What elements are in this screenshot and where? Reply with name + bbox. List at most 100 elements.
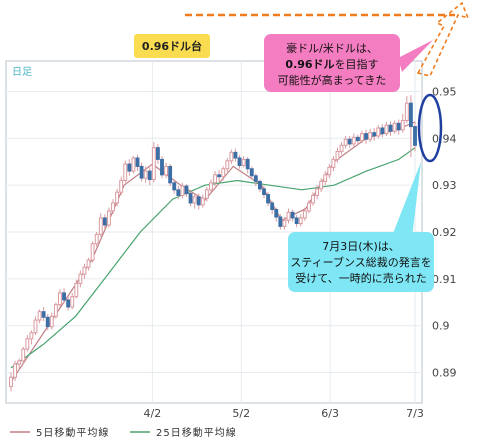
candle-up [111,202,115,212]
candle-up [392,122,397,132]
x-tick-label: 6/3 [321,407,339,420]
candle-down [217,174,222,178]
candle-down [253,175,258,182]
candle-up [9,376,13,388]
candle-up [311,194,315,204]
event-callout-pointer [392,162,421,238]
candle-down [372,132,377,137]
candle-down [266,194,271,204]
candle-down [396,122,401,131]
candle-down [66,299,71,308]
candle-up [151,147,156,181]
y-tick-label: 0.95 [432,85,457,98]
candle-down [233,151,238,159]
event-callout-box [288,232,434,292]
x-tick-label: 5/2 [232,407,250,420]
candle-down [184,185,189,195]
period-label: 日足 [12,66,32,78]
candle-up [323,174,328,182]
candle-down [364,133,368,140]
x-axis-ticks: 4/2 5/2 6/3 7/3 [144,407,424,420]
candle-up [21,348,26,362]
candle-down [188,193,193,204]
candle-up [200,197,205,206]
candle-down [294,217,299,225]
candle-up [37,311,42,321]
candle-up [119,179,124,193]
forecast-line-3: 可能性が高まってきた [278,73,387,87]
candle-down [388,124,393,132]
candle-up [94,233,99,245]
candle-up [343,138,348,146]
highlight-ellipse [417,93,443,163]
candle-up [351,136,356,145]
candle-up [404,102,409,121]
candle-down [237,157,242,166]
event-line-3: 受けて、一時的に売られた [295,271,426,285]
candle-down [355,136,360,142]
candle-up [225,160,230,170]
forecast-bold-level: 0.96ドル [285,58,334,71]
candle-up [192,196,197,204]
candle-down [127,163,132,172]
candle-up [33,319,38,334]
y-tick-label: 0.92 [432,226,457,239]
candle-up [221,168,226,178]
y-tick-label: 0.94 [432,132,457,145]
candle-down [262,188,266,196]
candle-down [413,126,417,146]
candle-up [319,180,324,190]
moving-averages [10,121,416,383]
y-tick-label: 0.91 [432,273,457,286]
event-line-2: スティーブンス総裁の発言を [290,255,431,269]
candle-up [335,150,340,160]
candle-down [347,138,352,145]
candle-up [302,210,307,219]
candle-up [229,151,234,162]
candle-up [29,332,34,340]
candle-up [13,363,18,378]
candle-up [400,119,405,131]
x-tick-label: 7/3 [406,407,424,420]
candle-up [368,132,373,140]
candle-up [213,174,217,184]
candle-down [258,180,262,190]
candle-down [196,196,201,206]
candle-up [327,166,332,176]
candle-down [102,217,107,226]
forecast-arrow [416,1,470,77]
y-tick-label: 0.89 [432,367,457,380]
event-line-1: 7月3日(木)は、 [322,240,400,253]
candle-down [249,168,254,177]
candle-up [82,266,87,275]
y-tick-label: 0.9 [432,320,450,333]
candle-up [74,283,79,298]
ma25-line [10,147,416,369]
candle-up [131,157,136,172]
forecast-line-2: 0.96ドルを目指す [285,57,378,71]
candle-up [53,304,58,317]
candle-down [45,316,50,328]
candle-up [298,217,303,225]
candle-down [155,147,160,160]
level-label: 0.96ドル台 [142,39,202,53]
candle-down [408,102,413,128]
candle-up [143,170,148,179]
candle-down [172,182,177,191]
legend: 5日移動平均線 25日移動平均線 [10,426,236,439]
candle-up [360,133,364,142]
y-axis-ticks: 0.95 0.94 0.93 0.92 0.91 0.9 0.89 [432,85,457,379]
candle-up [241,158,246,166]
candle-down [41,311,46,318]
candle-up [315,188,319,196]
candle-down [62,292,66,301]
candle-down [274,209,279,218]
candle-down [278,216,283,227]
candle-up [384,124,389,135]
candle-down [176,189,181,196]
candle-up [17,360,22,365]
candle-up [376,127,381,137]
candle-up [180,185,185,196]
candle-up [107,210,111,226]
ma5-line [10,121,416,383]
